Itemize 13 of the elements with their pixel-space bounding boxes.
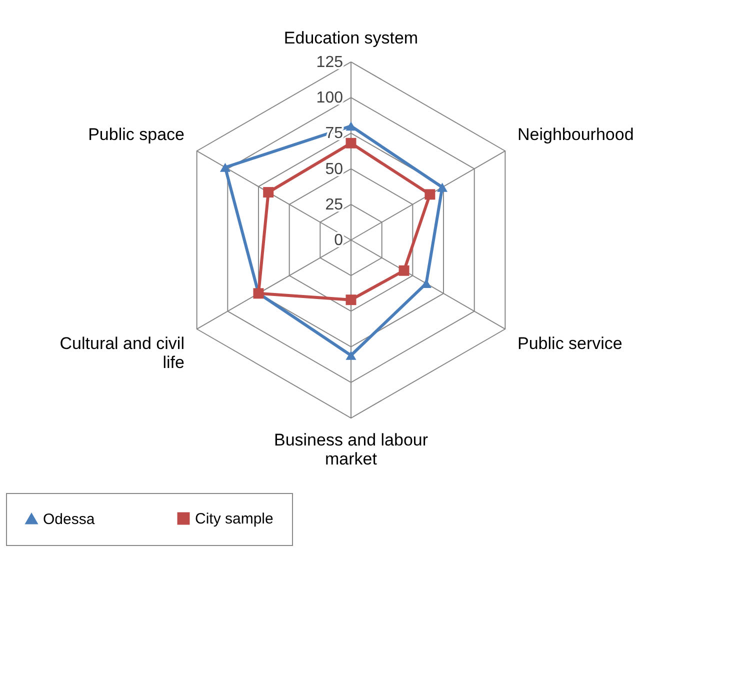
spoke-label: Education system — [284, 28, 418, 48]
spoke-label: Public space — [88, 124, 184, 144]
spoke-label: Neighbourhood — [518, 124, 634, 144]
legend-label: Odessa — [43, 510, 96, 528]
spoke-label: Business and labour market — [274, 430, 428, 468]
spoke-label: Cultural and civil life — [60, 334, 184, 372]
legend-label: City sample — [195, 510, 274, 528]
y-tick-label: 50 — [325, 160, 344, 178]
y-tick-label: 100 — [316, 90, 344, 107]
y-tick-label: 0 — [334, 232, 344, 249]
y-tick-label: 125 — [316, 54, 344, 71]
y-tick-label: 25 — [325, 196, 344, 214]
spoke-label: Public service — [518, 334, 622, 354]
